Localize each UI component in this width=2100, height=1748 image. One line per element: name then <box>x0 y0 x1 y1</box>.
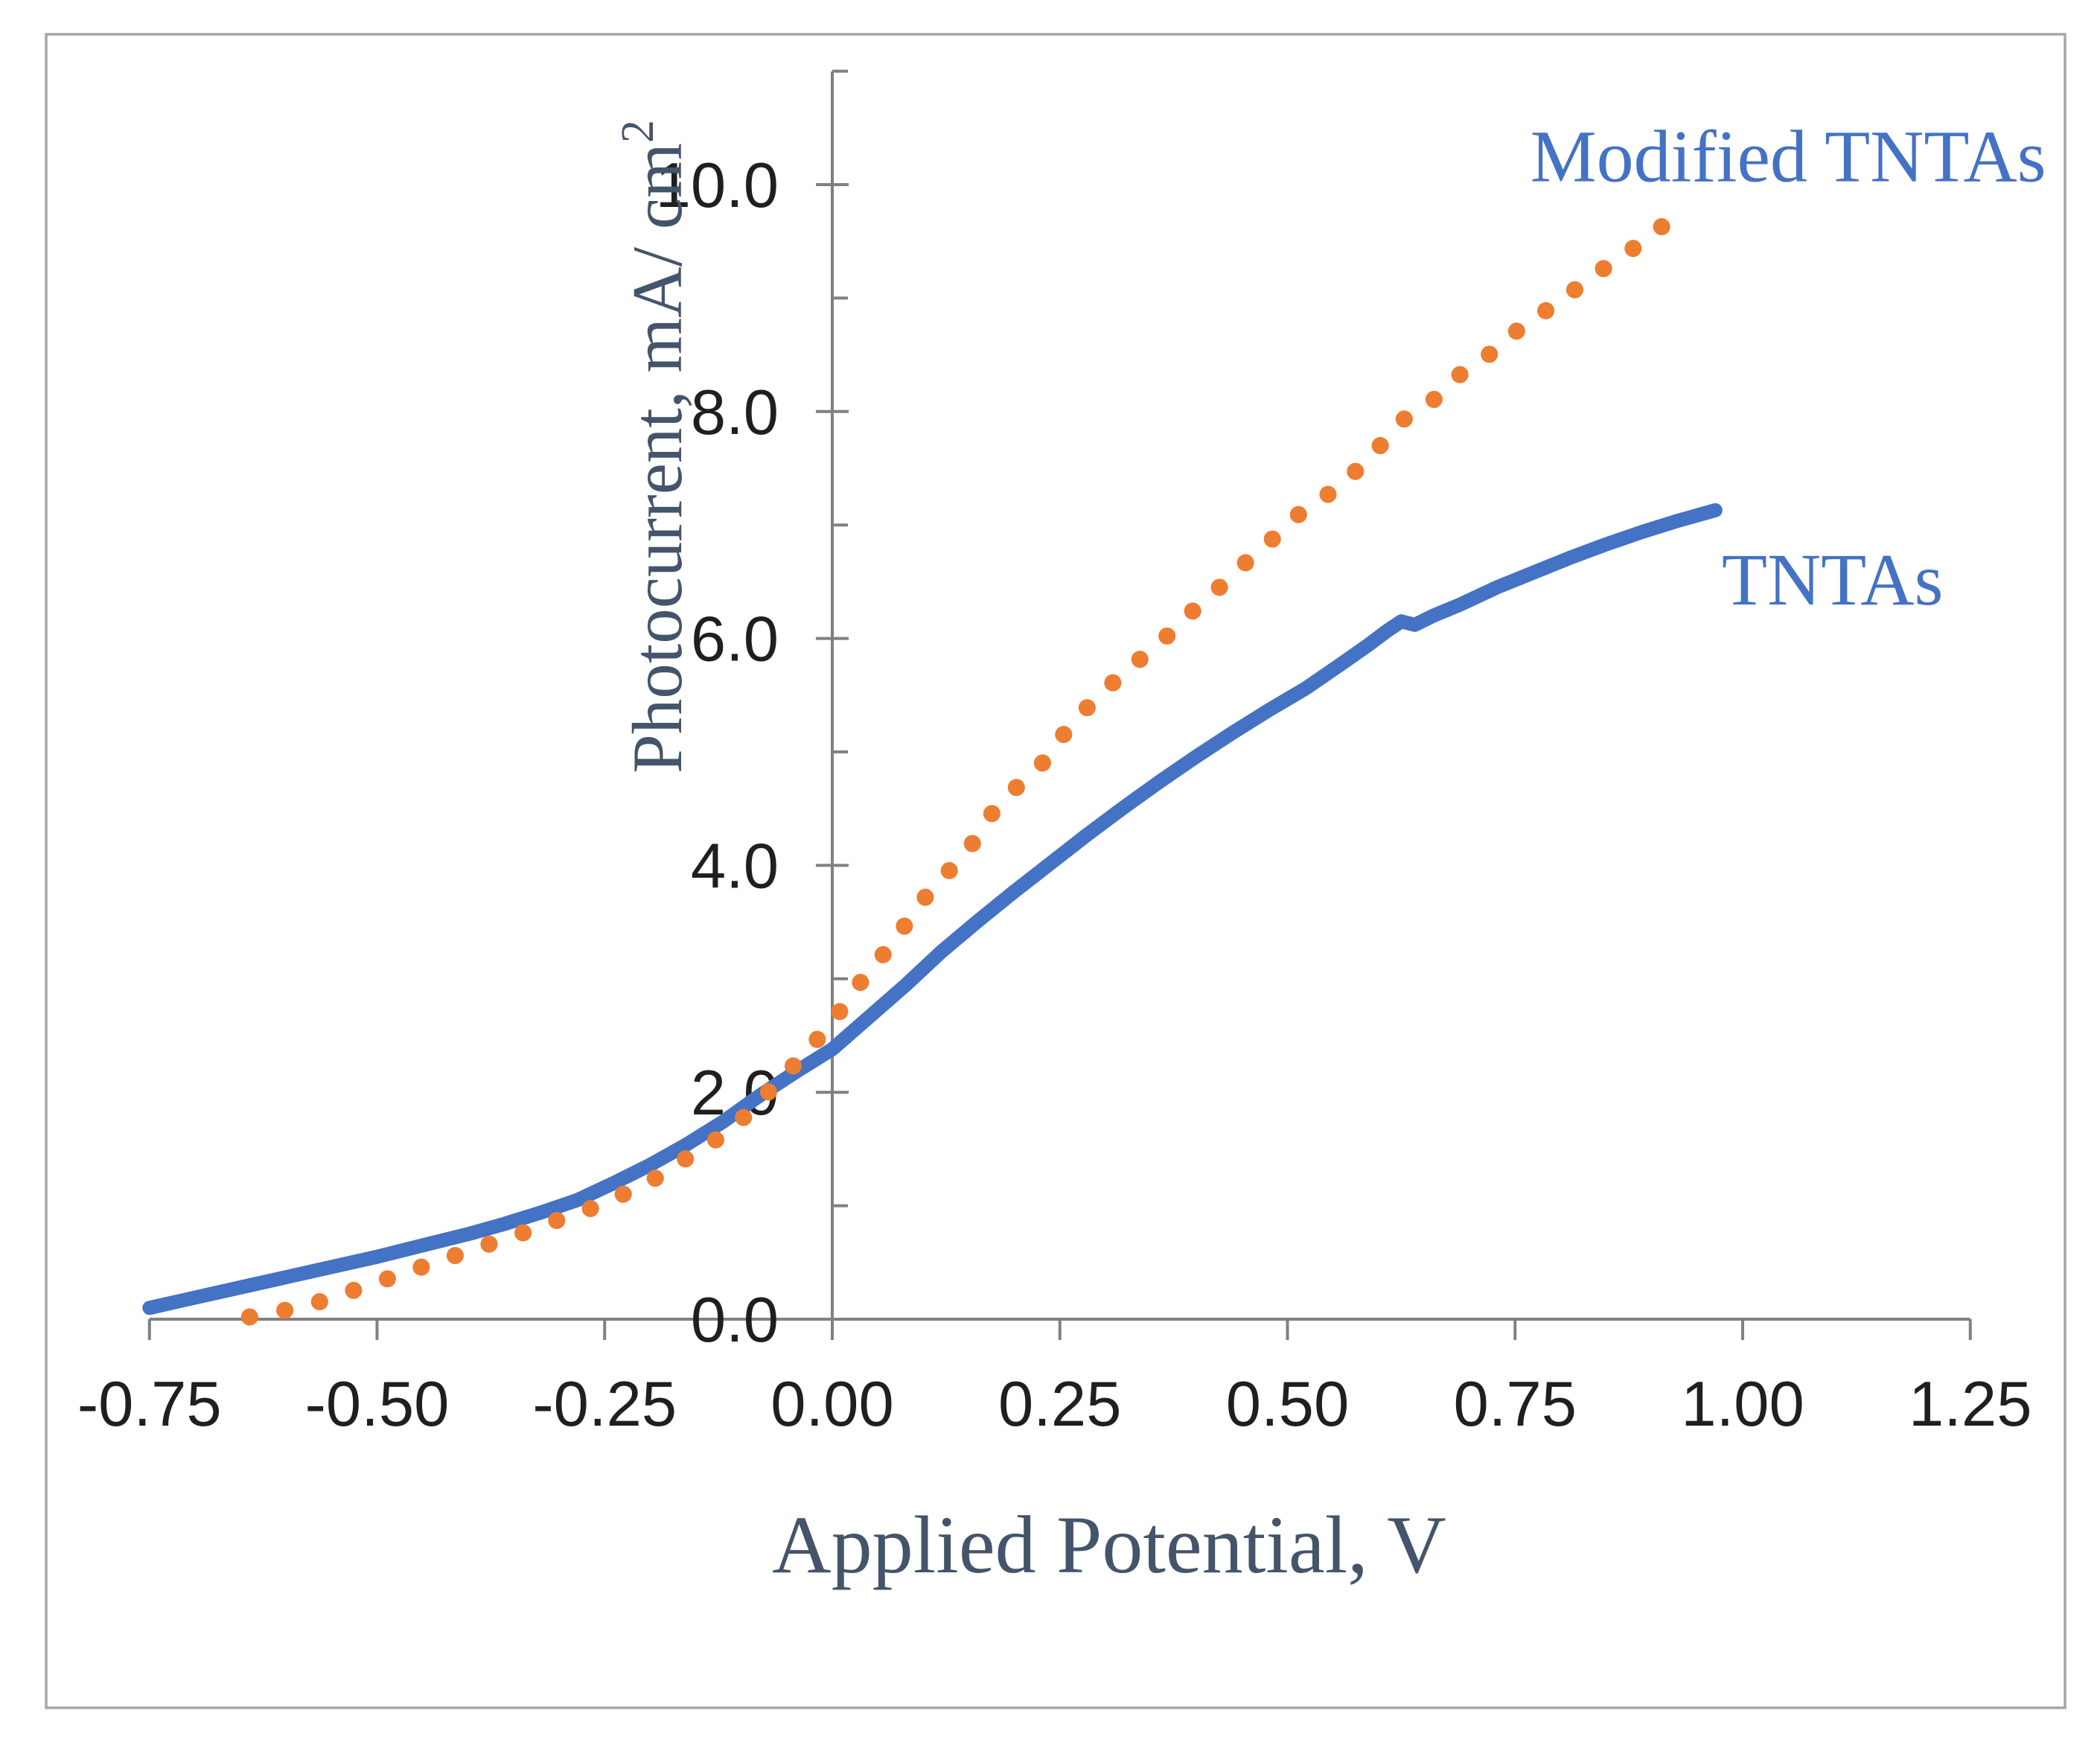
x-tick-label: -0.50 <box>305 1369 450 1440</box>
series-line-modified-tntas <box>240 204 1688 1326</box>
series-label-modified-tntas: Modified TNTAs <box>1531 115 2046 197</box>
x-tick-label: 0.00 <box>770 1369 893 1440</box>
series-line-tntas <box>142 503 1723 1315</box>
x-tick-label: -0.75 <box>77 1369 222 1440</box>
y-tick-label: 10.0 <box>656 150 779 221</box>
y-tick-label: 8.0 <box>691 377 779 448</box>
x-tick-label: 0.50 <box>1226 1369 1349 1440</box>
y-tick-label: 0.0 <box>691 1285 779 1356</box>
y-tick-label: 6.0 <box>691 605 779 675</box>
x-tick-label: 1.00 <box>1681 1369 1804 1440</box>
x-tick-label: 0.75 <box>1454 1369 1577 1440</box>
y-axis-title: Photocurrent, mA/ cm2 <box>613 120 697 773</box>
x-tick-label: 0.25 <box>998 1369 1121 1440</box>
figure-border <box>45 33 2067 1709</box>
y-tick-label: 4.0 <box>691 831 779 902</box>
series-label-tntas: TNTAs <box>1722 538 1944 621</box>
x-tick-label: 1.25 <box>1909 1369 2032 1440</box>
x-axis-title: Applied Potential, V <box>772 1499 1446 1590</box>
x-tick-label: -0.25 <box>532 1369 677 1440</box>
